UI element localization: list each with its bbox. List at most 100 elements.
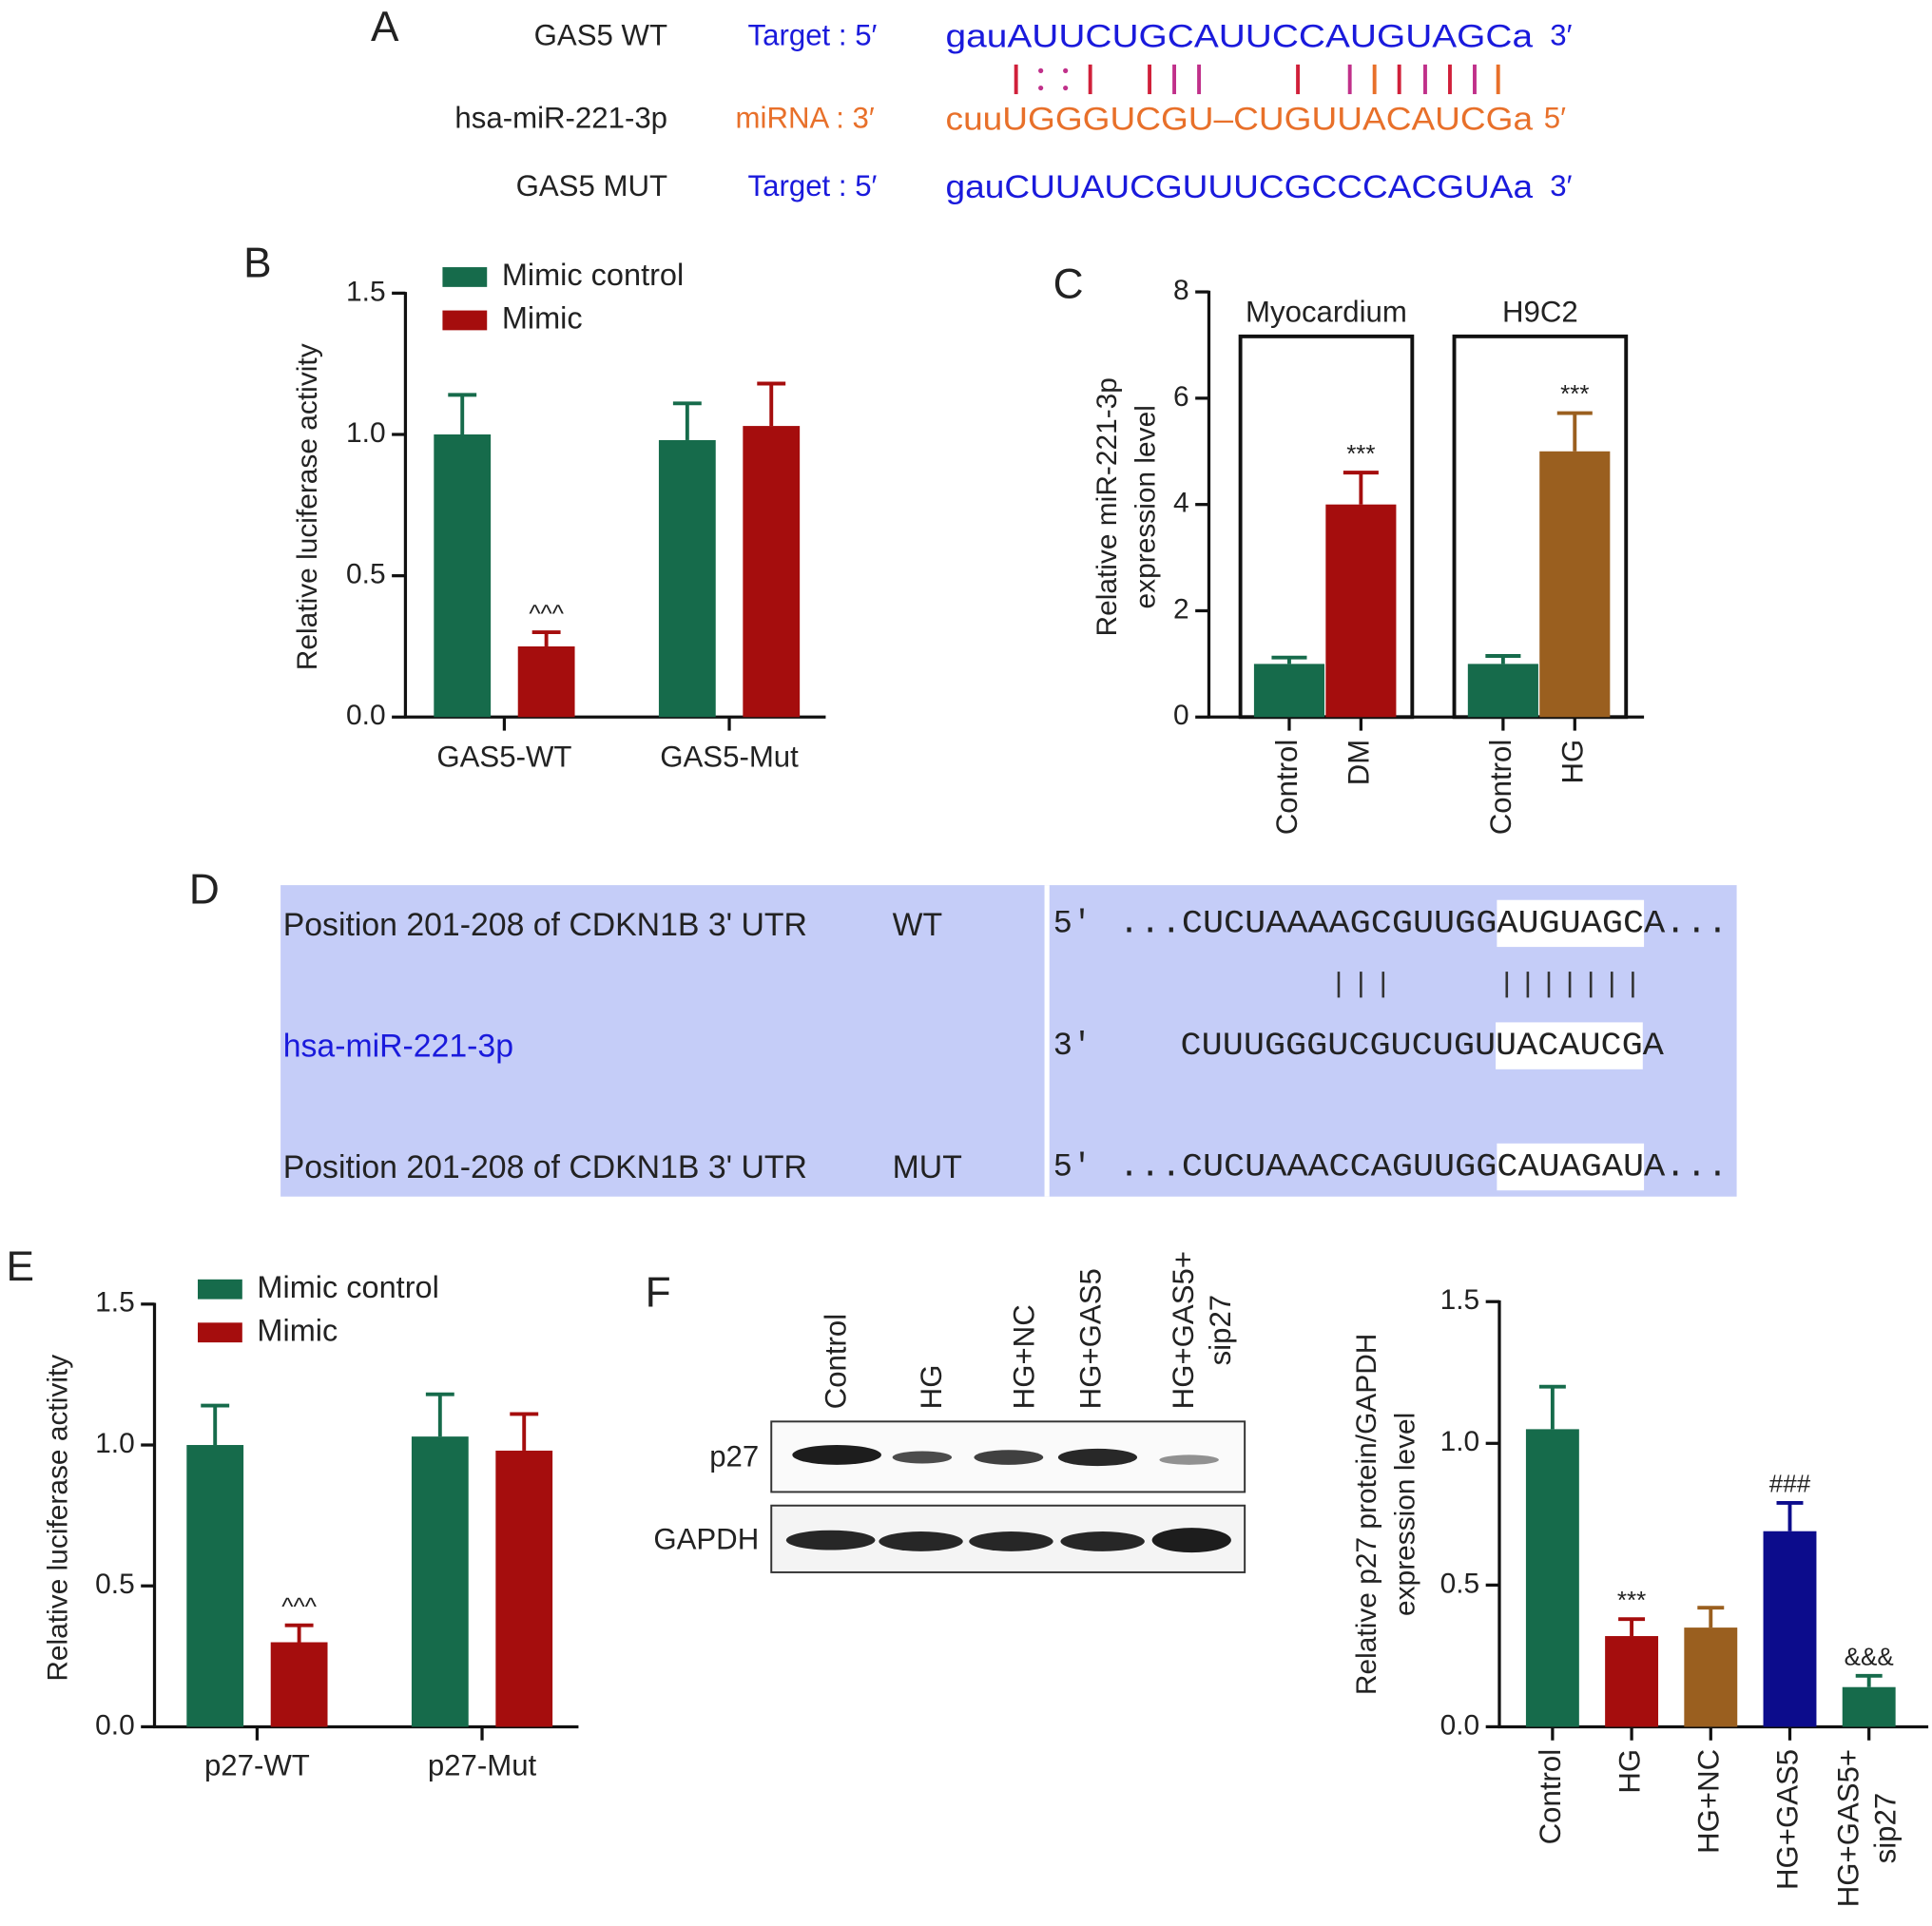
y-tick-label: 1.0: [1440, 1426, 1480, 1457]
bar: [517, 645, 575, 718]
panel-d: Position 201-208 of CDKN1B 3' UTR WT hsa…: [280, 885, 1737, 1197]
legend-label: Mimic control: [257, 1270, 438, 1304]
y-axis-label: expression level: [1130, 405, 1161, 608]
panel-letter: E: [7, 1243, 34, 1290]
panel-letter: C: [1053, 261, 1084, 308]
row-name: hsa-miR-221-3p: [283, 1029, 513, 1065]
y-tick-label: 0.5: [346, 559, 386, 590]
x-tick-label: HG: [1613, 1749, 1646, 1794]
divider: [1044, 885, 1050, 1197]
y-tick-label: 1.5: [1440, 1284, 1480, 1316]
y-tick-label: 0.0: [1440, 1709, 1480, 1741]
row-tag: MUT: [893, 1149, 962, 1185]
pair-dot: [1063, 85, 1069, 91]
group-label: H9C2: [1502, 296, 1578, 329]
y-tick-label: 0: [1173, 700, 1189, 731]
y-tick-label: 1.5: [346, 276, 386, 307]
band: [892, 1451, 953, 1464]
significance-marker: &&&: [1845, 1642, 1894, 1670]
row-name: Position 201-208 of CDKN1B 3' UTR: [283, 1149, 807, 1185]
row-label: p27: [709, 1440, 759, 1473]
row-tag: WT: [893, 907, 943, 943]
bar: [1525, 1429, 1579, 1727]
y-tick-label: 1.5: [95, 1287, 135, 1319]
bar: [1467, 664, 1538, 718]
y-tick-label: 0.5: [95, 1569, 135, 1600]
x-tick-label: Control: [1484, 740, 1517, 836]
row-end: 3′: [1550, 18, 1572, 51]
lane-label: HG: [915, 1365, 948, 1410]
panel-letter: F: [646, 1269, 671, 1316]
panel-letters: A B C D E F: [7, 4, 1084, 1316]
x-tick-label: Control: [1270, 740, 1304, 836]
sequence: cuuUGGGUCGU–CUGUUACAUCGa: [946, 102, 1534, 138]
pairing-marks: [1337, 972, 1634, 998]
bands: [785, 1445, 1231, 1553]
bar: [658, 439, 716, 718]
sequence: ...CUCUAAAAGCGUUGGAUGUAGCA...: [1119, 906, 1729, 942]
sequence: gauCUUAUCGUUUCGCCCACGUAa: [946, 169, 1534, 205]
bar: [1842, 1686, 1896, 1727]
significance-marker: ***: [1346, 439, 1375, 468]
bar: [743, 426, 801, 718]
y-tick-label: 2: [1173, 593, 1189, 625]
significance-marker: ***: [1617, 1586, 1646, 1614]
bar: [434, 434, 492, 718]
panel-letter: B: [243, 240, 271, 286]
y-axis-label: Relative luciferase activity: [42, 1355, 73, 1682]
seed-highlight: [1497, 899, 1645, 948]
x-tick-label: HG+NC: [1692, 1749, 1726, 1854]
group-label: Myocardium: [1246, 296, 1407, 329]
significance-marker: ***: [1560, 379, 1589, 408]
bar: [1605, 1636, 1659, 1727]
x-tick-label: p27-Mut: [428, 1749, 537, 1782]
row-end: 5′: [1544, 102, 1566, 135]
pair-dot: [1038, 67, 1044, 73]
band: [969, 1531, 1053, 1551]
bar: [1763, 1531, 1817, 1727]
lane-label: Control: [820, 1314, 853, 1410]
x-tick-label: Control: [1534, 1749, 1567, 1845]
panel-letter: A: [371, 4, 399, 50]
row-label: GAPDH: [653, 1523, 759, 1556]
bar: [1539, 451, 1611, 718]
bar: [411, 1436, 469, 1727]
bar: [186, 1445, 244, 1727]
lane-label: sip27: [1204, 1295, 1237, 1366]
lane-label: HG+NC: [1007, 1304, 1040, 1409]
panel-a: GAS5 WT Target : 5′ gauAUUCUGCAUUCCAUGUA…: [454, 18, 1572, 205]
legend-swatch: [442, 310, 488, 331]
bar: [1253, 664, 1325, 718]
legend-swatch: [198, 1322, 242, 1343]
seed-highlight: [1497, 1143, 1645, 1191]
row-name: Position 201-208 of CDKN1B 3' UTR: [283, 907, 807, 943]
legend-label: Mimic: [257, 1313, 338, 1347]
legend-label: Mimic control: [502, 258, 684, 292]
y-axis-label: Relative p27 protein/GAPDH: [1351, 1334, 1382, 1695]
significance-marker: ^^^: [529, 599, 564, 627]
x-tick-label: GAS5-Mut: [660, 741, 799, 774]
row-role: Target : 5′: [748, 18, 878, 51]
row-end: 3′: [1550, 169, 1572, 202]
legend-label: Mimic: [502, 301, 583, 336]
band: [1159, 1454, 1219, 1465]
lane-label: HG+GAS5: [1073, 1268, 1107, 1409]
y-tick-label: 4: [1173, 488, 1189, 519]
row-end: 3': [1053, 1029, 1092, 1065]
band: [785, 1530, 876, 1550]
y-tick-label: 0.0: [95, 1709, 135, 1741]
row-end: 5': [1053, 906, 1092, 942]
row-role: miRNA : 3′: [736, 102, 875, 135]
lane-label: HG+GAS5+: [1167, 1251, 1200, 1409]
pair-dot: [1063, 67, 1069, 73]
legend-swatch: [198, 1279, 242, 1300]
western-blot: p27 GAPDH Control HG HG+NC HG+GAS5 HG+GAS5+ s…: [653, 1251, 1246, 1573]
band: [792, 1445, 881, 1465]
x-tick-label: sip27: [1868, 1793, 1902, 1864]
panel-background: [280, 885, 1737, 1197]
row-role: Target : 5′: [748, 169, 878, 202]
row-name: GAS5 WT: [534, 18, 667, 51]
row-name: GAS5 MUT: [516, 169, 667, 202]
